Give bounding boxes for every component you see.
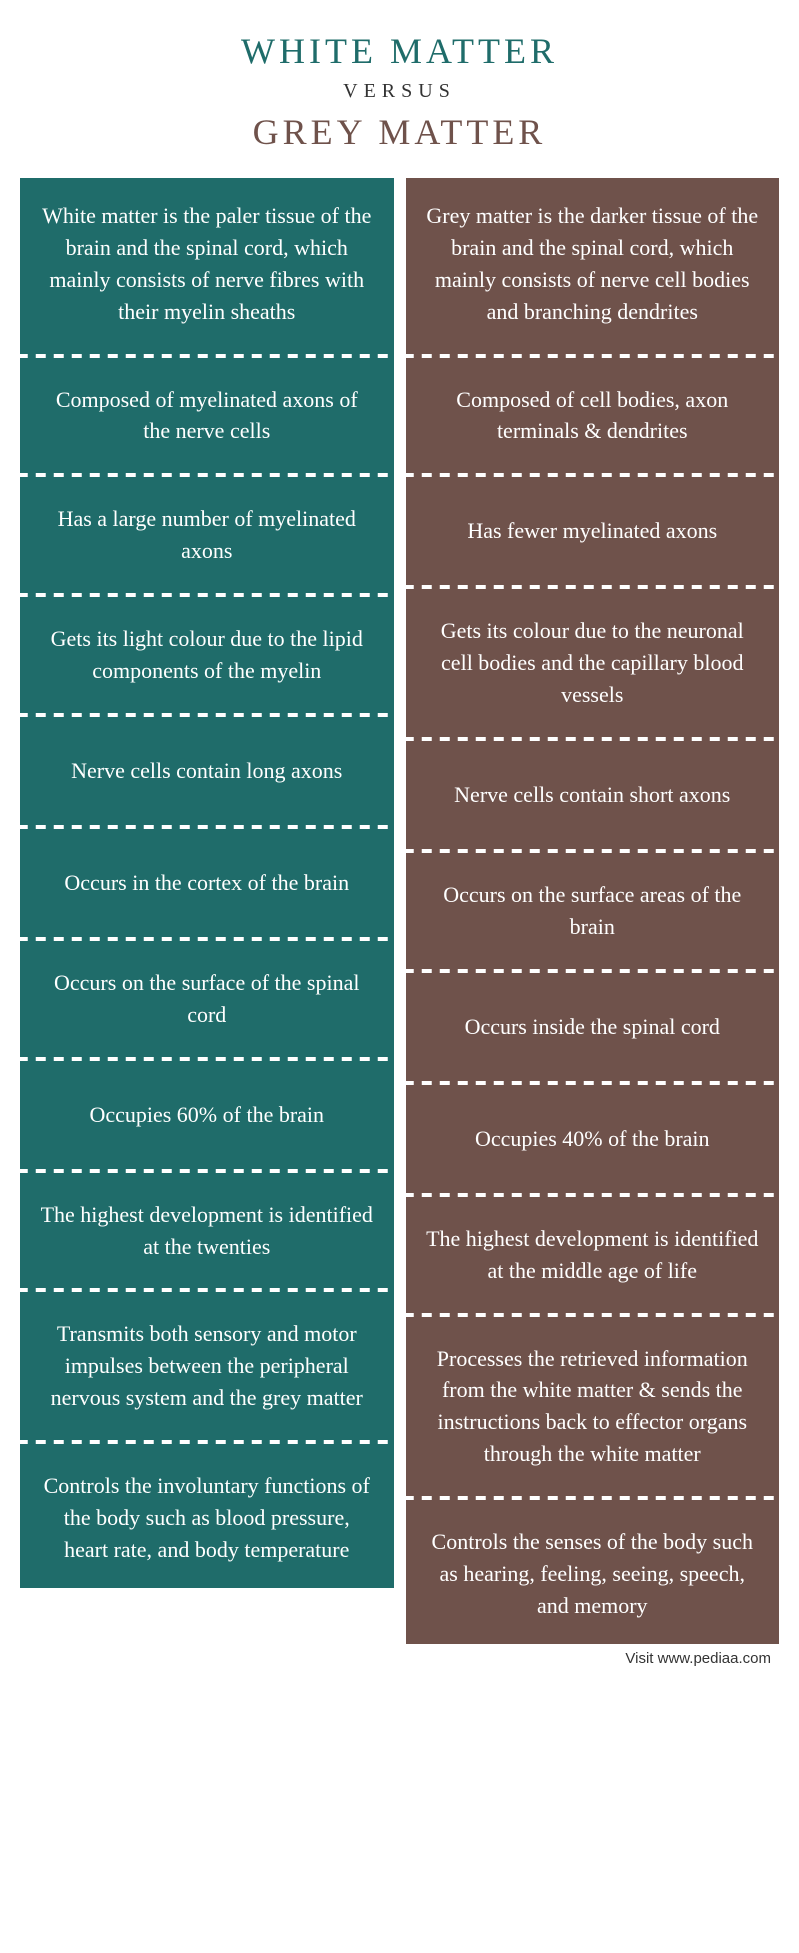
comparison-cell: Transmits both sensory and motor impulse… [20,1296,394,1436]
comparison-grid: White matter is the paler tissue of the … [20,178,779,1644]
comparison-cell: Has a large number of myelinated axons [20,481,394,589]
header: WHITE MATTER VERSUS GREY MATTER [20,30,779,153]
comparison-cell: Composed of myelinated axons of the nerv… [20,362,394,470]
comparison-cell: White matter is the paler tissue of the … [20,178,394,350]
comparison-cell: The highest development is identified at… [20,1177,394,1285]
comparison-cell: Gets its colour due to the neuronal cell… [406,593,780,733]
infographic-container: WHITE MATTER VERSUS GREY MATTER White ma… [0,0,799,1677]
row-divider [406,845,780,857]
row-divider [20,933,394,945]
row-divider [406,1077,780,1089]
comparison-cell: Nerve cells contain short axons [406,745,780,845]
comparison-cell: The highest development is identified at… [406,1201,780,1309]
row-divider [406,1309,780,1321]
column-grey-matter: Grey matter is the darker tissue of the … [406,178,780,1644]
row-divider [406,350,780,362]
column-white-matter: White matter is the paler tissue of the … [20,178,394,1644]
row-divider [406,965,780,977]
comparison-cell: Occurs on the surface areas of the brain [406,857,780,965]
title-right: GREY MATTER [20,111,779,153]
comparison-cell: Occurs in the cortex of the brain [20,833,394,933]
comparison-cell: Gets its light colour due to the lipid c… [20,601,394,709]
versus-label: VERSUS [20,80,779,103]
comparison-cell: Has fewer myelinated axons [406,481,780,581]
row-divider [20,589,394,601]
comparison-cell: Controls the involuntary functions of th… [20,1448,394,1588]
row-divider [406,1189,780,1201]
comparison-cell: Occurs inside the spinal cord [406,977,780,1077]
row-divider [406,1492,780,1504]
row-divider [20,1165,394,1177]
comparison-cell: Nerve cells contain long axons [20,721,394,821]
comparison-cell: Occurs on the surface of the spinal cord [20,945,394,1053]
comparison-cell: Occupies 60% of the brain [20,1065,394,1165]
comparison-cell: Composed of cell bodies, axon terminals … [406,362,780,470]
row-divider [20,469,394,481]
row-divider [406,469,780,481]
row-divider [20,1284,394,1296]
row-divider [406,733,780,745]
row-divider [406,581,780,593]
row-divider [20,350,394,362]
comparison-cell: Processes the retrieved information from… [406,1321,780,1493]
footer-credit: Visit www.pediaa.com [20,1644,779,1667]
comparison-cell: Occupies 40% of the brain [406,1089,780,1189]
comparison-cell: Controls the senses of the body such as … [406,1504,780,1644]
comparison-cell: Grey matter is the darker tissue of the … [406,178,780,350]
title-left: WHITE MATTER [20,30,779,72]
row-divider [20,709,394,721]
row-divider [20,1053,394,1065]
row-divider [20,821,394,833]
row-divider [20,1436,394,1448]
